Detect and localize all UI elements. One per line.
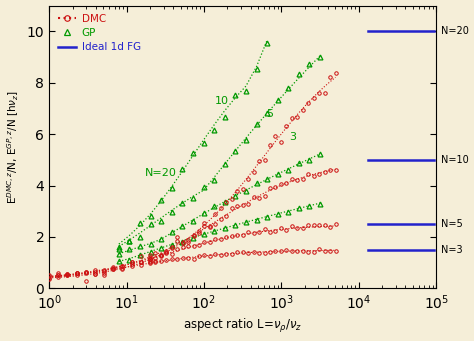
Text: 5: 5	[266, 109, 273, 119]
Y-axis label: E$^{DMC,z}$/N, E$^{GP,z}$/N [h$\nu_{z}$]: E$^{DMC,z}$/N, E$^{GP,z}$/N [h$\nu_{z}$]	[6, 90, 21, 204]
Text: N=20: N=20	[441, 26, 469, 36]
Text: 10: 10	[215, 96, 229, 106]
Text: N=3: N=3	[441, 245, 463, 255]
Text: N=5: N=5	[441, 219, 463, 229]
X-axis label: aspect ratio L=$\nu_{\rho}/\nu_{z}$: aspect ratio L=$\nu_{\rho}/\nu_{z}$	[183, 317, 302, 336]
Legend: DMC, GP, Ideal 1d FG: DMC, GP, Ideal 1d FG	[55, 11, 144, 55]
Text: 3: 3	[289, 132, 296, 142]
Text: N=10: N=10	[441, 155, 469, 165]
Text: N=20: N=20	[145, 168, 177, 178]
